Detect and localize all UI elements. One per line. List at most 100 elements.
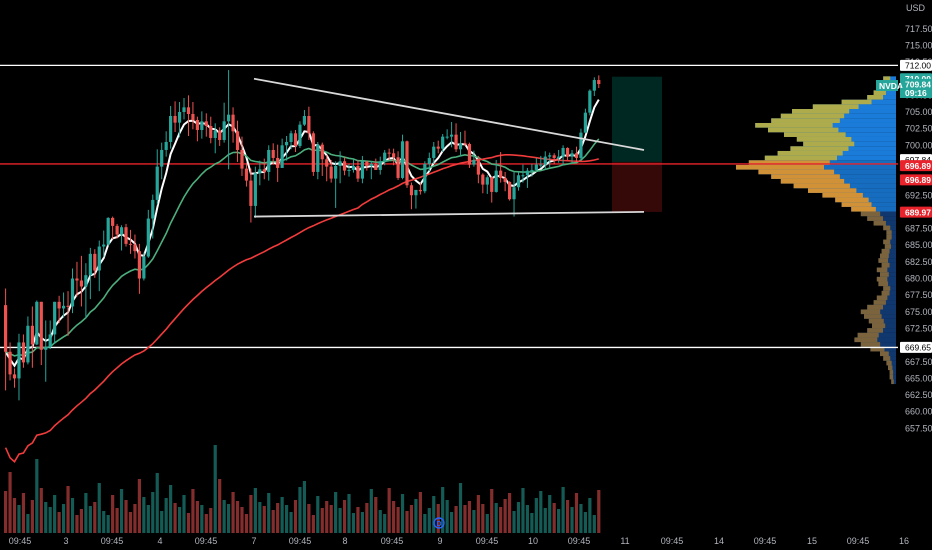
candle-body xyxy=(240,149,244,169)
volume-bar xyxy=(525,505,530,533)
candle-body xyxy=(320,144,324,160)
trendlines-layer xyxy=(253,77,645,218)
candle-body xyxy=(472,159,476,165)
profile-bar-up xyxy=(854,337,878,343)
symbol-tag-background xyxy=(876,80,898,91)
profile-bar-up xyxy=(883,239,891,245)
volume-bar xyxy=(334,492,338,533)
candle-body xyxy=(334,165,338,179)
profile-bar-up xyxy=(878,281,889,287)
profile-bar-up xyxy=(822,192,863,198)
volume-bar xyxy=(57,512,61,533)
volume-bar xyxy=(79,509,84,533)
profile-bar-up xyxy=(880,351,889,357)
price-tick-label: 680.00 xyxy=(905,274,932,284)
candle-body xyxy=(476,159,480,175)
profile-bar-up xyxy=(771,174,840,179)
profile-bar-up xyxy=(812,104,859,110)
candle-body xyxy=(579,132,583,158)
time-tick-label: 8 xyxy=(342,536,347,546)
price-tick-label: 672.50 xyxy=(905,323,932,333)
candle-body xyxy=(17,342,21,379)
price-tick-label: 660.00 xyxy=(905,407,932,417)
time-tick-label: 09:45 xyxy=(9,536,32,546)
volume-bar xyxy=(195,501,199,533)
volume-bar xyxy=(12,498,17,533)
price-tick-label: 687.50 xyxy=(905,224,932,234)
candle-body xyxy=(360,161,364,179)
volume-bar xyxy=(579,504,583,533)
candle-body xyxy=(124,227,128,244)
volume-bar xyxy=(235,501,240,533)
candle-body xyxy=(307,115,311,134)
time-tick-label: 3 xyxy=(63,536,68,546)
currency-label: USD xyxy=(906,3,926,13)
dividend-badge[interactable]: D xyxy=(433,517,445,529)
time-tick-label: 9 xyxy=(437,536,442,546)
volume-bar xyxy=(115,508,119,533)
profile-bar-up xyxy=(771,118,840,123)
volume-bar xyxy=(4,491,8,533)
price-tick-label: 692.50 xyxy=(905,190,932,200)
price-tag xyxy=(900,59,932,71)
volume-bar xyxy=(44,502,48,533)
candle-body xyxy=(280,145,284,168)
profile-bar-up xyxy=(883,76,891,82)
time-tick-label: 09:45 xyxy=(195,536,218,546)
price-tick-label: 675.00 xyxy=(905,307,932,317)
volume-bar xyxy=(289,512,293,533)
profile-bar-up xyxy=(891,379,894,385)
candle-body xyxy=(298,124,302,146)
volume-bar xyxy=(276,503,280,533)
profile-bar-up xyxy=(796,136,852,142)
volume-bar xyxy=(173,503,177,533)
volume-bar xyxy=(26,514,30,533)
volume-bar xyxy=(409,505,414,533)
volume-bar xyxy=(597,490,601,533)
volume-bar xyxy=(164,498,168,533)
volume-bar xyxy=(552,503,556,533)
profile-bar-up xyxy=(768,127,839,133)
candle-body xyxy=(316,144,320,172)
candle-body xyxy=(512,187,516,200)
profile-bar-up xyxy=(886,360,892,366)
volume-bar xyxy=(137,479,141,533)
candle-body xyxy=(26,325,30,363)
countdown-tag-background xyxy=(900,88,932,98)
volume-bar xyxy=(494,503,498,533)
trendline-1[interactable] xyxy=(253,211,645,218)
volume-layer xyxy=(4,445,601,533)
price-tick-label: 662.50 xyxy=(905,390,932,400)
profile-bar-up xyxy=(878,258,889,263)
candle-body xyxy=(48,334,52,348)
candle-body xyxy=(338,161,342,166)
volume-bar xyxy=(472,510,476,533)
price-tag-label: 712.00 xyxy=(905,61,931,71)
time-tick-label: 09:45 xyxy=(568,536,591,546)
candle-body xyxy=(111,217,115,226)
price-tag-label: 709.84 xyxy=(905,80,931,90)
candle-body xyxy=(329,166,333,179)
horizontal-lines-layer xyxy=(0,64,898,349)
volume-bar xyxy=(70,498,75,533)
trendline-0[interactable] xyxy=(253,77,645,151)
profile-bar-up xyxy=(880,272,889,277)
profile-bar-up xyxy=(886,230,892,235)
volume-bar xyxy=(284,505,289,533)
symbol-tag[interactable]: NVDA 09:16 xyxy=(876,80,932,98)
price-tag xyxy=(900,341,932,353)
volume-bar xyxy=(316,496,320,533)
price-tag-label: 696.89 xyxy=(905,175,931,185)
price-tag-label: 697.84 xyxy=(905,155,931,165)
volume-bar xyxy=(570,507,574,533)
volume-bar xyxy=(262,506,266,533)
volume-bar xyxy=(124,500,128,533)
volume-bar xyxy=(53,495,57,533)
profile-bar-up xyxy=(860,211,881,217)
candle-body xyxy=(597,80,601,85)
candle-body xyxy=(378,161,382,170)
candle-body xyxy=(463,143,467,145)
volume-bar xyxy=(102,511,106,533)
volume-bar xyxy=(423,514,427,533)
